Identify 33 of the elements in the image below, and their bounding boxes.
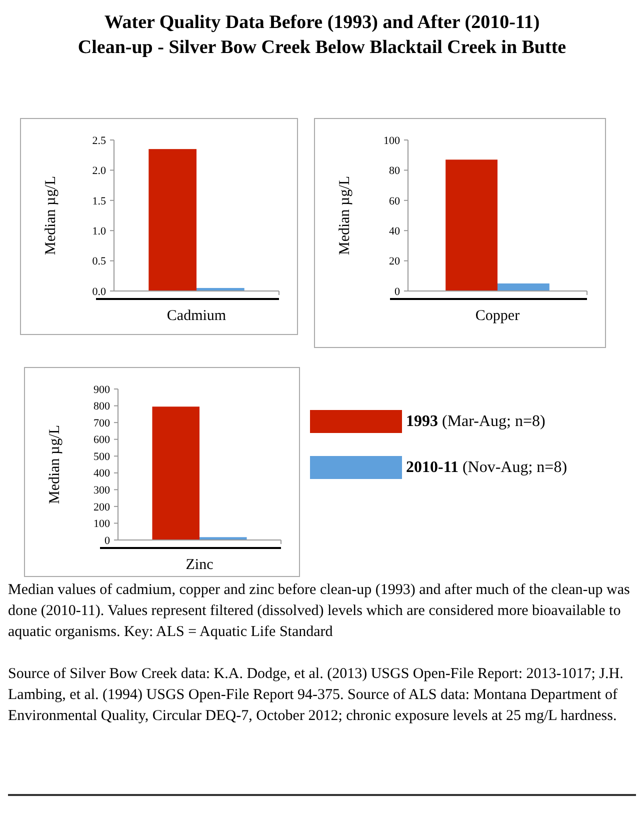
y-tick-label: 900 (94, 384, 110, 396)
text: Median values of cadmium, copper and zinc before clean-up (1993) and after much of the clean-up was done (2010-11). Values represent filtered (dissolved) levels which are considered more bioavailable to aquatic organisms. Key: ALS = Aquatic Life Standard (8, 581, 631, 642)
y-tick-label: 1.5 (92, 195, 106, 208)
y-tick-label: 600 (94, 434, 110, 446)
y-tick-label: 80 (389, 165, 400, 178)
y-axis-title: Median µg/L (337, 176, 353, 256)
x-tick-label: Zinc (186, 557, 214, 573)
y-tick-label: 100 (94, 518, 110, 530)
y-tick-label: 0.0 (92, 286, 106, 298)
y-tick-label: 2.5 (92, 134, 106, 147)
y-axis-title: Median µg/L (47, 424, 63, 504)
y-tick-label: 0 (104, 534, 110, 547)
y-tick-label: 2.0 (92, 165, 106, 178)
y-tick-label: 0 (394, 286, 400, 298)
y-tick-label: 100 (384, 134, 400, 147)
source-note: Source of Silver Bow Creek data: K.A. Dodge, et al. (2013) USGS Open-File Report: 2013-1017; J.H. Lambing, et al. (1994) USGS Open-File Report 94-375. Source of ALS data: Montana Department of Environmental Quality, Circular DEQ-7, October 2012; chronic exposure levels at 25 mg/L hardness. (8, 665, 624, 726)
y-tick-label: 20 (389, 256, 400, 268)
y-tick-label: 400 (94, 468, 110, 480)
y-tick-label: 0.5 (92, 256, 106, 268)
y-tick-label: 40 (389, 225, 400, 238)
text: Water Quality Data Before (1993) and After (2010-11) Clean-up - Silver Bow Creek Below Blacktail Creek in Butte (76, 11, 568, 60)
y-tick-label: 800 (94, 400, 110, 413)
y-tick-label: 300 (94, 484, 110, 497)
text: 1993 (Mar-Aug; n=8) (406, 413, 546, 430)
y-tick-label: 200 (94, 501, 110, 514)
y-tick-label: 60 (389, 195, 400, 208)
y-tick-label: 700 (94, 417, 110, 430)
y-tick-label: 1.0 (92, 225, 106, 238)
x-tick-label: Copper (475, 308, 520, 324)
y-axis-title: Median µg/L (43, 176, 59, 256)
x-tick-label: Cadmium (166, 308, 226, 324)
y-tick-label: 500 (94, 450, 110, 463)
text: 2010-11 (Nov-Aug; n=8) (406, 459, 568, 476)
